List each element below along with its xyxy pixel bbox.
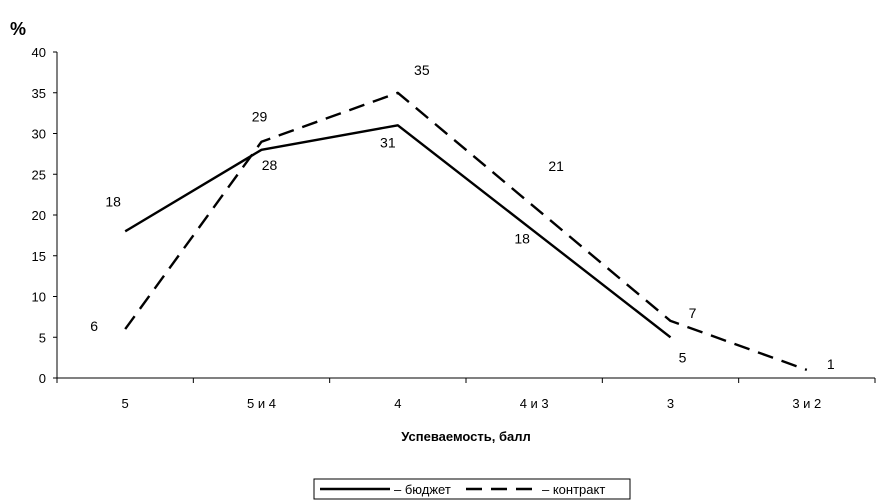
- x-tick-label: 5: [122, 396, 129, 411]
- data-label: 31: [380, 134, 396, 150]
- data-label: 29: [252, 109, 268, 125]
- y-tick-label: 5: [39, 330, 46, 345]
- y-tick-label: 40: [32, 45, 46, 60]
- data-label: 6: [90, 318, 98, 334]
- data-label: 28: [262, 157, 278, 173]
- data-label: 21: [548, 158, 564, 174]
- y-tick-label: 20: [32, 208, 46, 223]
- y-tick-label: 10: [32, 290, 46, 305]
- legend: – бюджет – контракт: [313, 478, 631, 500]
- x-axis: 5 5 и 4 4 4 и 3 3 3 и 2: [56, 377, 876, 411]
- y-tick-label: 15: [32, 249, 46, 264]
- series-layer: [124, 91, 808, 372]
- data-labels: 18 28 31 18 5 6 29 35 21 7 1: [90, 62, 835, 372]
- data-label: 1: [827, 356, 835, 372]
- data-label: 7: [689, 305, 697, 321]
- data-label: 5: [679, 349, 687, 365]
- y-tick-label: 25: [32, 167, 46, 182]
- legend-label-budget: – бюджет: [394, 482, 451, 497]
- data-label: 18: [514, 230, 530, 246]
- y-tick-label: 0: [39, 371, 46, 386]
- series-line-contract: [124, 91, 808, 372]
- x-tick-label: 5 и 4: [247, 396, 276, 411]
- y-tick-label: 35: [32, 86, 46, 101]
- x-tick-label: 3 и 2: [792, 396, 821, 411]
- series-line-budget: [124, 124, 672, 339]
- legend-label-contract: – контракт: [542, 482, 605, 497]
- y-axis-title: %: [10, 19, 26, 39]
- data-label: 18: [105, 193, 121, 209]
- data-label: 35: [414, 62, 430, 78]
- y-axis: 0 5 10 15 20 25 30 35 40: [32, 45, 58, 386]
- x-tick-label: 4 и 3: [520, 396, 549, 411]
- x-tick-label: 4: [394, 396, 401, 411]
- y-tick-label: 30: [32, 127, 46, 142]
- x-tick-label: 3: [667, 396, 674, 411]
- x-axis-title: Успеваемость, балл: [401, 429, 531, 444]
